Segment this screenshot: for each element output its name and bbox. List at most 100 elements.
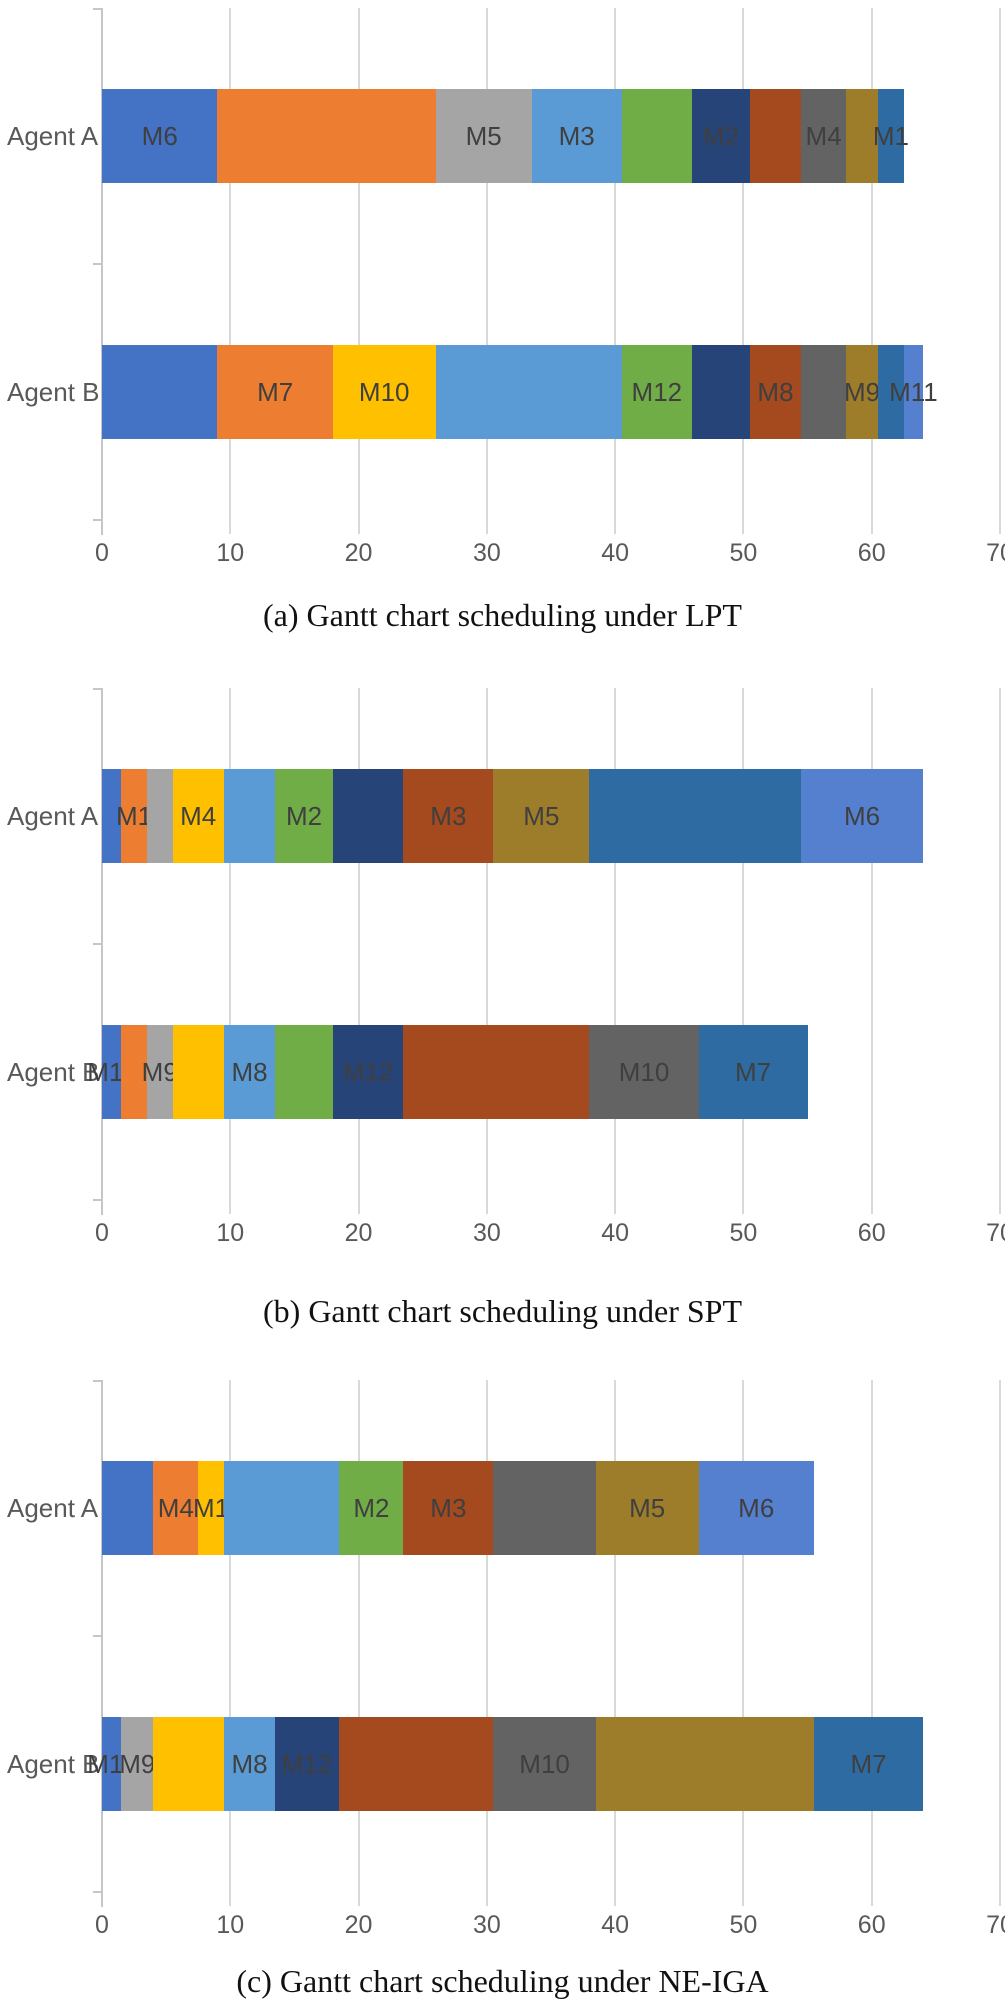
segment-label: M6: [141, 121, 178, 151]
segment-label: M7: [850, 1749, 887, 1779]
segment-label: M9: [119, 1749, 156, 1779]
gantt-segment: [223, 769, 276, 863]
x-axis-tick: [485, 521, 488, 534]
x-axis-tick-label: 10: [216, 1911, 245, 1939]
gantt-segment-m2: M2: [339, 1461, 404, 1555]
gantt-segment-m3: M3: [403, 1461, 494, 1555]
gridline: [742, 688, 745, 1201]
y-axis-tick: [93, 943, 102, 945]
gantt-segment-m11: M11: [87, 1717, 136, 1811]
segment-label: M12: [631, 377, 683, 407]
x-axis-tick: [101, 1201, 103, 1214]
bar-row-agent-a: Agent A M6 M5 M3 M2 M4 M1: [7, 89, 1000, 183]
gantt-segment-m7: M7: [813, 1717, 924, 1811]
segment-label: M5: [629, 1493, 666, 1523]
x-axis-tick-label: 0: [95, 1911, 109, 1939]
gridline: [999, 8, 1001, 521]
category-label: Agent B: [7, 1748, 100, 1779]
segment-label: M1: [872, 121, 910, 151]
x-axis-tick: [999, 1201, 1001, 1214]
x-axis-tick-label: 70: [986, 1219, 1005, 1247]
segment-label: M12: [281, 1749, 333, 1779]
x-axis-tick-label: 40: [601, 539, 630, 567]
gridline: [357, 1380, 360, 1893]
bar-row-agent-b: Agent B M11 M9 M8 M12 M10 M7: [7, 1717, 1000, 1811]
gantt-segment-m1: M1: [193, 1461, 229, 1555]
segment-label: M2: [353, 1493, 390, 1523]
gantt-segment: [589, 769, 802, 863]
x-axis-lpt: 0 10 20 30 40 50 60 70: [95, 521, 1005, 573]
x-axis-tick: [485, 1893, 488, 1906]
y-axis-tick: [93, 1380, 102, 1382]
x-axis-tick: [101, 521, 103, 534]
gantt-segment-m8: M8: [223, 1717, 276, 1811]
x-axis-tick-label: 10: [216, 539, 245, 567]
y-axis-tick: [93, 1635, 102, 1637]
gridline: [485, 8, 488, 521]
gantt-segment: [435, 345, 622, 439]
gantt-chart-spt: Agent A M1 M4 M2 M3 M5 M6 Agent B M11 M9 M8 M12 M10 M…: [0, 660, 1005, 1340]
x-axis-tick: [870, 521, 873, 534]
gantt-segment-m3: M3: [403, 769, 494, 863]
plot-area-lpt: Agent A M6 M5 M3 M2 M4 M1 Agent B M7 M10 M12 M8 M9 M1…: [7, 8, 1001, 535]
x-axis-tick-label: 0: [95, 1219, 109, 1247]
x-axis-tick: [229, 521, 232, 534]
segment-label: M2: [285, 801, 323, 831]
y-axis-tick: [93, 688, 102, 690]
segment-label: M10: [519, 1749, 570, 1779]
gantt-segment: [801, 345, 847, 439]
gantt-segment: [621, 89, 693, 183]
x-axis-tick: [229, 1201, 232, 1214]
gridline: [870, 688, 873, 1201]
category-label: Agent B: [7, 1056, 100, 1087]
gantt-segment: [332, 769, 404, 863]
x-axis-tick: [229, 1893, 232, 1906]
gantt-segment-m12: M12: [275, 1717, 340, 1811]
x-axis-ne-iga: 0 10 20 30 40 50 60 70: [95, 1893, 1005, 1945]
gridline: [742, 1380, 745, 1893]
x-axis-tick-label: 70: [986, 1911, 1005, 1939]
x-axis-tick-label: 60: [857, 1911, 886, 1939]
category-label: Agent A: [7, 800, 99, 831]
x-axis-tick: [101, 1893, 103, 1906]
x-axis-tick: [614, 521, 617, 534]
gantt-segment-m8: M8: [223, 1025, 276, 1119]
gridline: [614, 8, 617, 521]
segment-label: M4: [180, 801, 217, 831]
gantt-segment-m8: M8: [749, 345, 802, 439]
segment-label: M8: [757, 377, 794, 407]
gridline: [870, 1380, 873, 1893]
x-axis-tick: [999, 521, 1001, 534]
gantt-segment-m6: M6: [801, 769, 924, 863]
gantt-segment: [339, 1717, 494, 1811]
segment-label: M9: [844, 377, 881, 407]
x-axis-tick-label: 60: [857, 1219, 886, 1247]
segment-label: M8: [231, 1057, 268, 1087]
x-axis-tick: [357, 1201, 360, 1214]
gantt-segment-m6: M6: [698, 1461, 814, 1555]
segment-label: M8: [231, 1749, 268, 1779]
segment-label: M7: [734, 1057, 772, 1087]
gantt-segment-m6: M6: [102, 89, 218, 183]
x-axis-tick-label: 50: [729, 539, 758, 567]
y-axis-line: [101, 688, 103, 1215]
gridline: [357, 8, 360, 521]
x-axis-tick: [742, 1893, 745, 1906]
segment-label: M9: [141, 1057, 178, 1087]
gantt-segment: [121, 1025, 147, 1119]
y-axis-line: [101, 1380, 103, 1907]
gantt-segment-m4: M4: [801, 89, 847, 183]
x-axis-tick: [742, 1201, 745, 1214]
x-axis-tick-label: 0: [95, 539, 109, 567]
chart-caption-lpt: (a) Gantt chart scheduling under LPT: [263, 597, 742, 633]
x-axis-tick-label: 60: [857, 539, 886, 567]
gantt-segment: [692, 345, 750, 439]
gantt-segment-m4: M4: [153, 1461, 199, 1555]
gantt-segment: [403, 1025, 590, 1119]
segment-label: M4: [805, 121, 842, 151]
y-axis-line: [101, 8, 103, 535]
x-axis-tick-label: 10: [216, 1219, 245, 1247]
gridline: [870, 8, 873, 521]
gridline: [229, 1380, 232, 1893]
